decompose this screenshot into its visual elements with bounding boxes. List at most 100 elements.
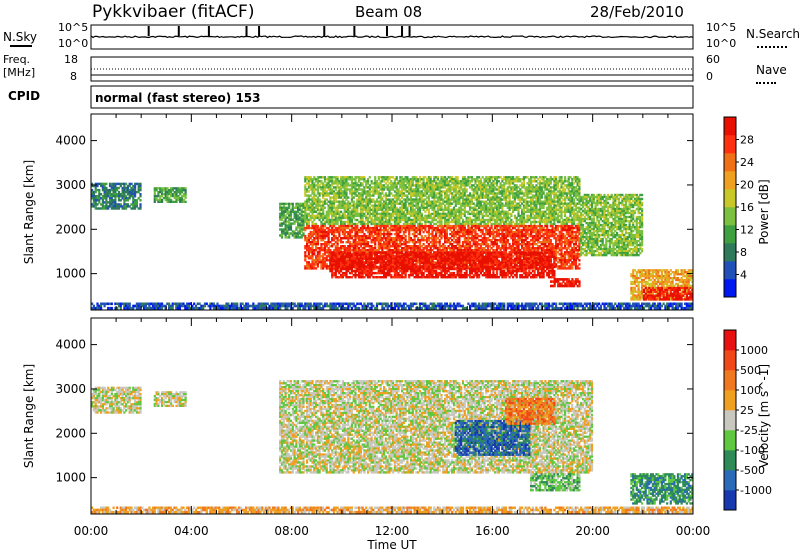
heatmap-cell	[359, 222, 362, 226]
heatmap-cell	[130, 195, 133, 198]
heatmap-cell	[173, 200, 176, 203]
heatmap-cell	[322, 196, 325, 199]
heatmap-cell	[112, 190, 115, 194]
heatmap-cell	[341, 190, 344, 193]
heatmap-cell	[542, 206, 545, 209]
heatmap-cell	[295, 210, 298, 213]
heatmap-cell	[427, 210, 430, 213]
heatmap-cell	[309, 202, 312, 205]
heatmap-cell	[170, 191, 173, 194]
heatmap-cell	[117, 203, 121, 206]
heatmap-cell	[341, 176, 344, 179]
heatmap-cell	[279, 224, 282, 227]
heatmap-cell	[341, 206, 344, 209]
heatmap-cell	[309, 208, 312, 211]
heatmap-cell	[105, 193, 108, 196]
heatmap-cell	[318, 210, 321, 213]
heatmap-cell	[377, 222, 380, 226]
heatmap-cell	[135, 205, 138, 208]
heatmap-cell	[331, 222, 334, 226]
heatmap-cell	[180, 187, 184, 190]
heatmap-cell	[135, 190, 138, 194]
heatmap-cell	[388, 200, 391, 203]
heatmap-cell	[166, 196, 169, 200]
heatmap-cell	[384, 204, 387, 207]
heatmap-cell	[279, 204, 282, 208]
heatmap-cell	[368, 188, 371, 191]
heatmap-cell	[338, 188, 341, 191]
heatmap-cell	[92, 197, 95, 200]
heatmap-cell	[384, 186, 387, 189]
heatmap-cell	[381, 198, 384, 201]
heatmap-cell	[279, 216, 282, 219]
heatmap-cell	[377, 182, 380, 185]
heatmap-cell	[334, 186, 337, 189]
heatmap-cell	[345, 210, 348, 213]
heatmap-cell	[108, 199, 112, 202]
heatmap-cell	[347, 188, 350, 191]
heatmap-cell	[352, 214, 355, 218]
heatmap-cell	[302, 210, 305, 213]
heatmap-cell	[125, 188, 128, 192]
heatmap-cell	[289, 202, 293, 206]
heatmap-cell	[381, 210, 384, 213]
heatmap-cell	[375, 222, 379, 226]
heatmap-cell	[347, 204, 350, 207]
noise-sky-series	[90, 35, 694, 39]
heatmap-cell	[316, 188, 319, 191]
heatmap-cell	[182, 187, 185, 190]
heatmap-cell	[318, 212, 321, 216]
heatmap-cell	[363, 188, 366, 191]
heatmap-cell	[329, 186, 332, 189]
heatmap-cell	[307, 198, 310, 201]
heatmap-cell	[350, 192, 353, 195]
heatmap-cell	[352, 202, 355, 205]
heatmap-cell	[399, 218, 402, 222]
heatmap-cell	[130, 186, 133, 190]
heatmap-cell	[334, 176, 337, 179]
heatmap-cell	[318, 176, 321, 179]
heatmap-cell	[98, 190, 101, 194]
heatmap-cell	[286, 226, 289, 229]
heatmap-cell	[347, 200, 350, 203]
heatmap-cell	[404, 176, 407, 179]
heatmap-cell	[354, 222, 357, 226]
heatmap-cell	[311, 200, 314, 203]
heatmap-cell	[340, 188, 343, 191]
heatmap-cell	[132, 207, 135, 210]
heatmap-cell	[338, 214, 341, 218]
heatmap-cell	[386, 210, 389, 213]
heatmap-cell	[184, 191, 187, 194]
heatmap-cell	[307, 222, 310, 226]
heatmap-cell	[381, 178, 384, 181]
heatmap-cell	[91, 193, 94, 196]
heatmap-cell	[350, 220, 353, 224]
heatmap-cell	[361, 194, 364, 197]
heatmap-cell	[298, 212, 301, 215]
heatmap-cell	[177, 187, 180, 190]
heatmap-cell	[399, 192, 402, 195]
heatmap-cell	[401, 184, 404, 187]
heatmap-cell	[390, 216, 393, 220]
heatmap-cell	[338, 182, 341, 185]
heatmap-cell	[395, 206, 398, 209]
heatmap-cell	[153, 191, 156, 194]
heatmap-cell	[105, 199, 108, 202]
heatmap-cell	[354, 178, 357, 181]
heatmap-cell	[331, 196, 334, 199]
heatmap-cell	[366, 206, 370, 209]
heatmap-cell	[307, 186, 310, 189]
heatmap-cell	[340, 184, 343, 187]
heatmap-cell	[334, 192, 337, 195]
heatmap-cell	[306, 204, 309, 207]
heatmap-cell	[476, 192, 479, 195]
heatmap-cell	[331, 200, 334, 203]
heatmap-cell	[343, 204, 346, 207]
heatmap-cell	[173, 187, 176, 190]
heatmap-cell	[334, 210, 337, 213]
heatmap-cell	[112, 207, 115, 210]
heatmap-cell	[309, 176, 312, 179]
heatmap-cell	[91, 197, 94, 200]
heatmap-cell	[92, 201, 95, 204]
